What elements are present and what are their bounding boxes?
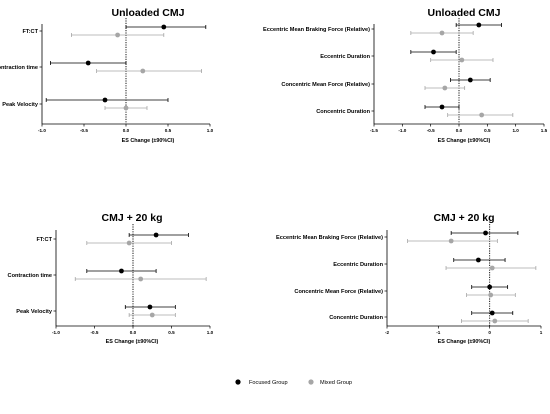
legend-marker-focused <box>235 379 241 385</box>
chart-panel-unloaded-cmj-left: Unloaded CMJ ES Change (±90%CI) -1.0 -0.5… <box>0 7 214 144</box>
point-estimate-mixed <box>439 30 445 36</box>
chart-title: Unloaded CMJ <box>112 7 185 19</box>
point-estimate-focused <box>467 77 473 83</box>
legend-marker-mixed <box>308 379 314 385</box>
point-estimate-focused <box>439 104 445 110</box>
point-estimate-focused <box>85 60 91 66</box>
x-tick-label: -0.5 <box>80 128 88 133</box>
category-label: FT:CT <box>22 29 38 35</box>
point-estimate-focused <box>487 284 493 290</box>
x-tick-label: 0.5 <box>484 128 491 133</box>
x-axis-label: ES Change (±90%CI) <box>106 339 159 345</box>
point-estimate-focused <box>119 268 124 274</box>
x-tick-label: -0.5 <box>91 330 99 335</box>
point-estimate-mixed <box>115 32 120 38</box>
legend: Focused Group Mixed Group <box>235 379 352 386</box>
point-estimate-mixed <box>140 68 146 74</box>
chart-title: CMJ + 20 kg <box>434 212 495 224</box>
point-estimate-mixed <box>123 105 129 111</box>
point-estimate-mixed <box>126 240 132 246</box>
point-estimate-focused <box>161 24 167 30</box>
legend-label-focused: Focused Group <box>249 380 288 386</box>
point-estimate-mixed <box>459 57 465 63</box>
point-estimate-focused <box>489 310 495 316</box>
x-tick-label: 1.0 <box>207 128 214 133</box>
x-tick-label: -2 <box>385 330 390 335</box>
chart-title: Unloaded CMJ <box>428 7 501 19</box>
category-label: FT:CT <box>36 237 52 243</box>
chart-panel-unloaded-cmj-right: Unloaded CMJ ES Change (±90%CI) -1.5 -1.0… <box>263 7 548 144</box>
category-label: Eccentric Duration <box>320 54 370 60</box>
point-estimate-focused <box>102 97 108 103</box>
category-label: Concentric Mean Force (Relative) <box>281 82 370 88</box>
x-tick-label: 1.0 <box>512 128 519 133</box>
category-label: Concentric Mean Force (Relative) <box>294 289 383 295</box>
point-estimate-mixed <box>149 312 155 318</box>
x-tick-label: -1.0 <box>52 330 60 335</box>
category-label: Contraction time <box>0 65 38 71</box>
chart-title: CMJ + 20 kg <box>102 212 163 224</box>
chart-panel-cmj-20kg-right: CMJ + 20 kg ES Change (±90%CI) -2 -1 0 1 Ecc… <box>276 212 543 345</box>
point-estimate-focused <box>475 257 481 263</box>
x-axis-label: ES Change (±90%CI) <box>438 138 491 144</box>
category-label: Peak Velocity <box>16 309 53 315</box>
point-estimate-mixed <box>448 238 454 244</box>
category-label: Eccentric Mean Braking Force (Relative) <box>276 235 383 241</box>
point-estimate-focused <box>476 22 482 28</box>
category-label: Eccentric Duration <box>333 262 383 268</box>
point-estimate-mixed <box>489 265 495 271</box>
point-estimate-mixed <box>492 318 498 324</box>
x-tick-label: 1.5 <box>541 128 548 133</box>
point-estimate-mixed <box>479 112 485 118</box>
x-tick-label: 0.5 <box>168 330 175 335</box>
category-label: Concentric Duration <box>316 109 370 115</box>
x-tick-label: 0.5 <box>165 128 172 133</box>
point-estimate-mixed <box>442 85 448 91</box>
category-label: Peak Velocity <box>2 102 39 108</box>
legend-label-mixed: Mixed Group <box>320 380 352 386</box>
x-tick-label: 1 <box>540 330 543 335</box>
point-estimate-focused <box>431 49 436 55</box>
x-tick-label: -1.0 <box>38 128 46 133</box>
point-estimate-focused <box>483 230 488 236</box>
x-axis-label: ES Change (±90%CI) <box>438 339 491 345</box>
point-estimate-focused <box>153 232 159 238</box>
chart-panel-cmj-20kg-left: CMJ + 20 kg ES Change (±90%CI) -1.0 -0.5 0… <box>8 212 214 345</box>
x-tick-label: 1.0 <box>207 330 214 335</box>
x-tick-label: 0.0 <box>130 330 137 335</box>
x-tick-label: 0.0 <box>456 128 463 133</box>
point-estimate-mixed <box>138 276 144 282</box>
category-label: Contraction time <box>8 273 52 279</box>
x-tick-label: -0.5 <box>427 128 435 133</box>
point-estimate-mixed <box>488 292 494 298</box>
x-axis-label: ES Change (±90%CI) <box>122 138 175 144</box>
x-tick-label: -1.5 <box>370 128 378 133</box>
point-estimate-focused <box>147 304 153 310</box>
x-tick-label: 0.0 <box>123 128 130 133</box>
x-tick-label: -1 <box>436 330 441 335</box>
category-label: Eccentric Mean Braking Force (Relative) <box>263 27 370 33</box>
x-tick-label: 0 <box>488 330 491 335</box>
category-label: Concentric Duration <box>329 315 383 321</box>
x-tick-label: -1.0 <box>398 128 406 133</box>
